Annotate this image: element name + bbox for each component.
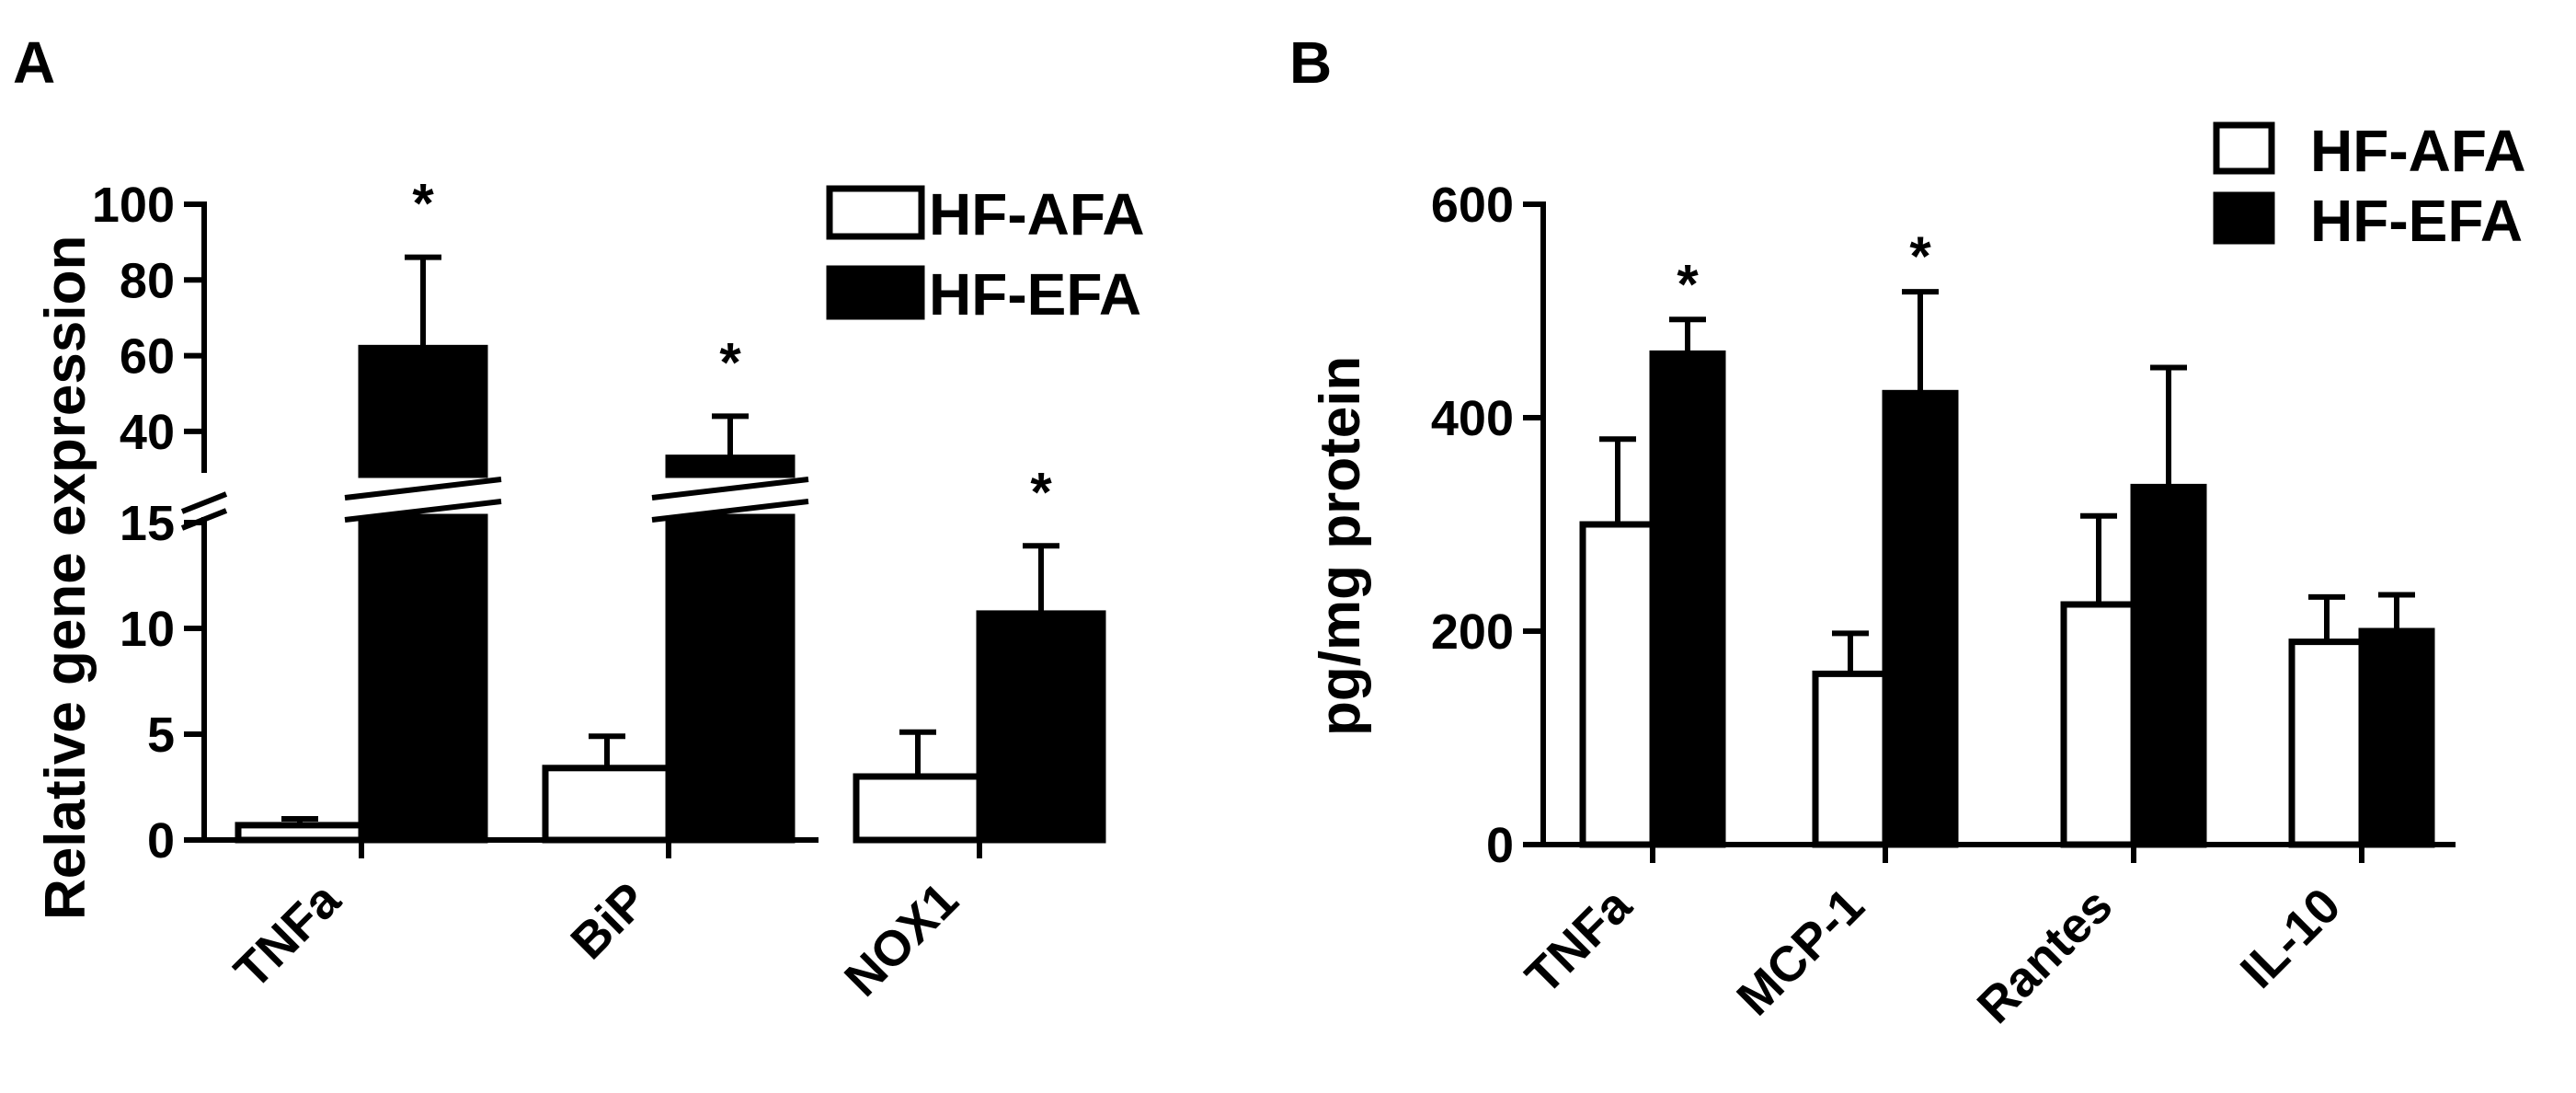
significance-star: * bbox=[412, 173, 434, 235]
bar bbox=[976, 610, 1106, 844]
significance-star: * bbox=[1030, 461, 1052, 523]
x-tick-label: Rantes bbox=[1967, 878, 2124, 1034]
y-axis-title: Relative gene expression bbox=[34, 236, 97, 920]
bar bbox=[1882, 389, 1959, 848]
bar bbox=[2130, 483, 2207, 848]
y-axis-title: pg/mg protein bbox=[1309, 356, 1372, 736]
bar bbox=[853, 773, 983, 844]
x-tick-label: MCP-1 bbox=[1726, 878, 1874, 1026]
bar bbox=[2288, 639, 2365, 848]
bar-break-gap bbox=[345, 479, 501, 520]
axis-break-mark bbox=[180, 491, 228, 514]
bar bbox=[2060, 601, 2137, 848]
bar bbox=[542, 765, 672, 844]
x-tick-label: NOX1 bbox=[834, 872, 968, 1007]
y-tick-label: 200 bbox=[1431, 604, 1514, 660]
legend-swatch bbox=[2213, 191, 2275, 245]
y-tick-label: 600 bbox=[1431, 178, 1514, 233]
legend-label: HF-EFA bbox=[2310, 188, 2523, 254]
y-tick-label: 0 bbox=[1486, 818, 1514, 873]
x-tick-label: TNFa bbox=[224, 871, 352, 999]
legend-label: HF-AFA bbox=[929, 181, 1145, 247]
bar bbox=[358, 344, 488, 478]
panel-letter-a: A bbox=[13, 29, 55, 96]
bar-break-gap bbox=[652, 479, 808, 520]
significance-star: * bbox=[719, 331, 741, 393]
y-tick-label: 15 bbox=[120, 496, 175, 551]
significance-star: * bbox=[1677, 253, 1699, 315]
bar bbox=[1579, 521, 1656, 848]
bar bbox=[665, 454, 796, 478]
y-tick-label: 40 bbox=[120, 405, 175, 460]
y-tick-label: 80 bbox=[120, 253, 175, 308]
y-tick-label: 5 bbox=[147, 708, 175, 763]
significance-star: * bbox=[1909, 225, 1931, 287]
bar bbox=[1812, 670, 1889, 848]
bar bbox=[665, 513, 796, 844]
bar bbox=[358, 513, 488, 844]
legend-label: HF-EFA bbox=[929, 261, 1141, 328]
y-tick-label: 100 bbox=[92, 178, 175, 233]
x-tick-label: BiP bbox=[560, 872, 658, 970]
bar-break-mark bbox=[344, 499, 502, 523]
y-tick-label: 10 bbox=[120, 602, 175, 657]
panel-letter-b: B bbox=[1289, 29, 1332, 96]
y-tick-label: 60 bbox=[120, 329, 175, 385]
bar-break-mark bbox=[651, 499, 809, 523]
bar bbox=[1649, 350, 1726, 848]
bar-break-mark bbox=[344, 477, 502, 500]
legend-label: HF-AFA bbox=[2310, 118, 2526, 184]
legend-swatch bbox=[826, 265, 925, 320]
y-tick-label: 400 bbox=[1431, 391, 1514, 446]
legend-swatch bbox=[826, 185, 925, 240]
panel-b: B 0 200 400 600 pg/mg protein TNFa * MCP-1 * Rante… bbox=[1289, 29, 2526, 1034]
bar-break-mark bbox=[651, 477, 809, 500]
y-tick-label: 0 bbox=[147, 813, 175, 869]
x-tick-label: TNFa bbox=[1516, 877, 1643, 1005]
legend-swatch bbox=[2213, 121, 2275, 175]
bar bbox=[2358, 627, 2435, 848]
bar bbox=[235, 822, 365, 844]
x-tick-label: IL-10 bbox=[2230, 878, 2352, 999]
